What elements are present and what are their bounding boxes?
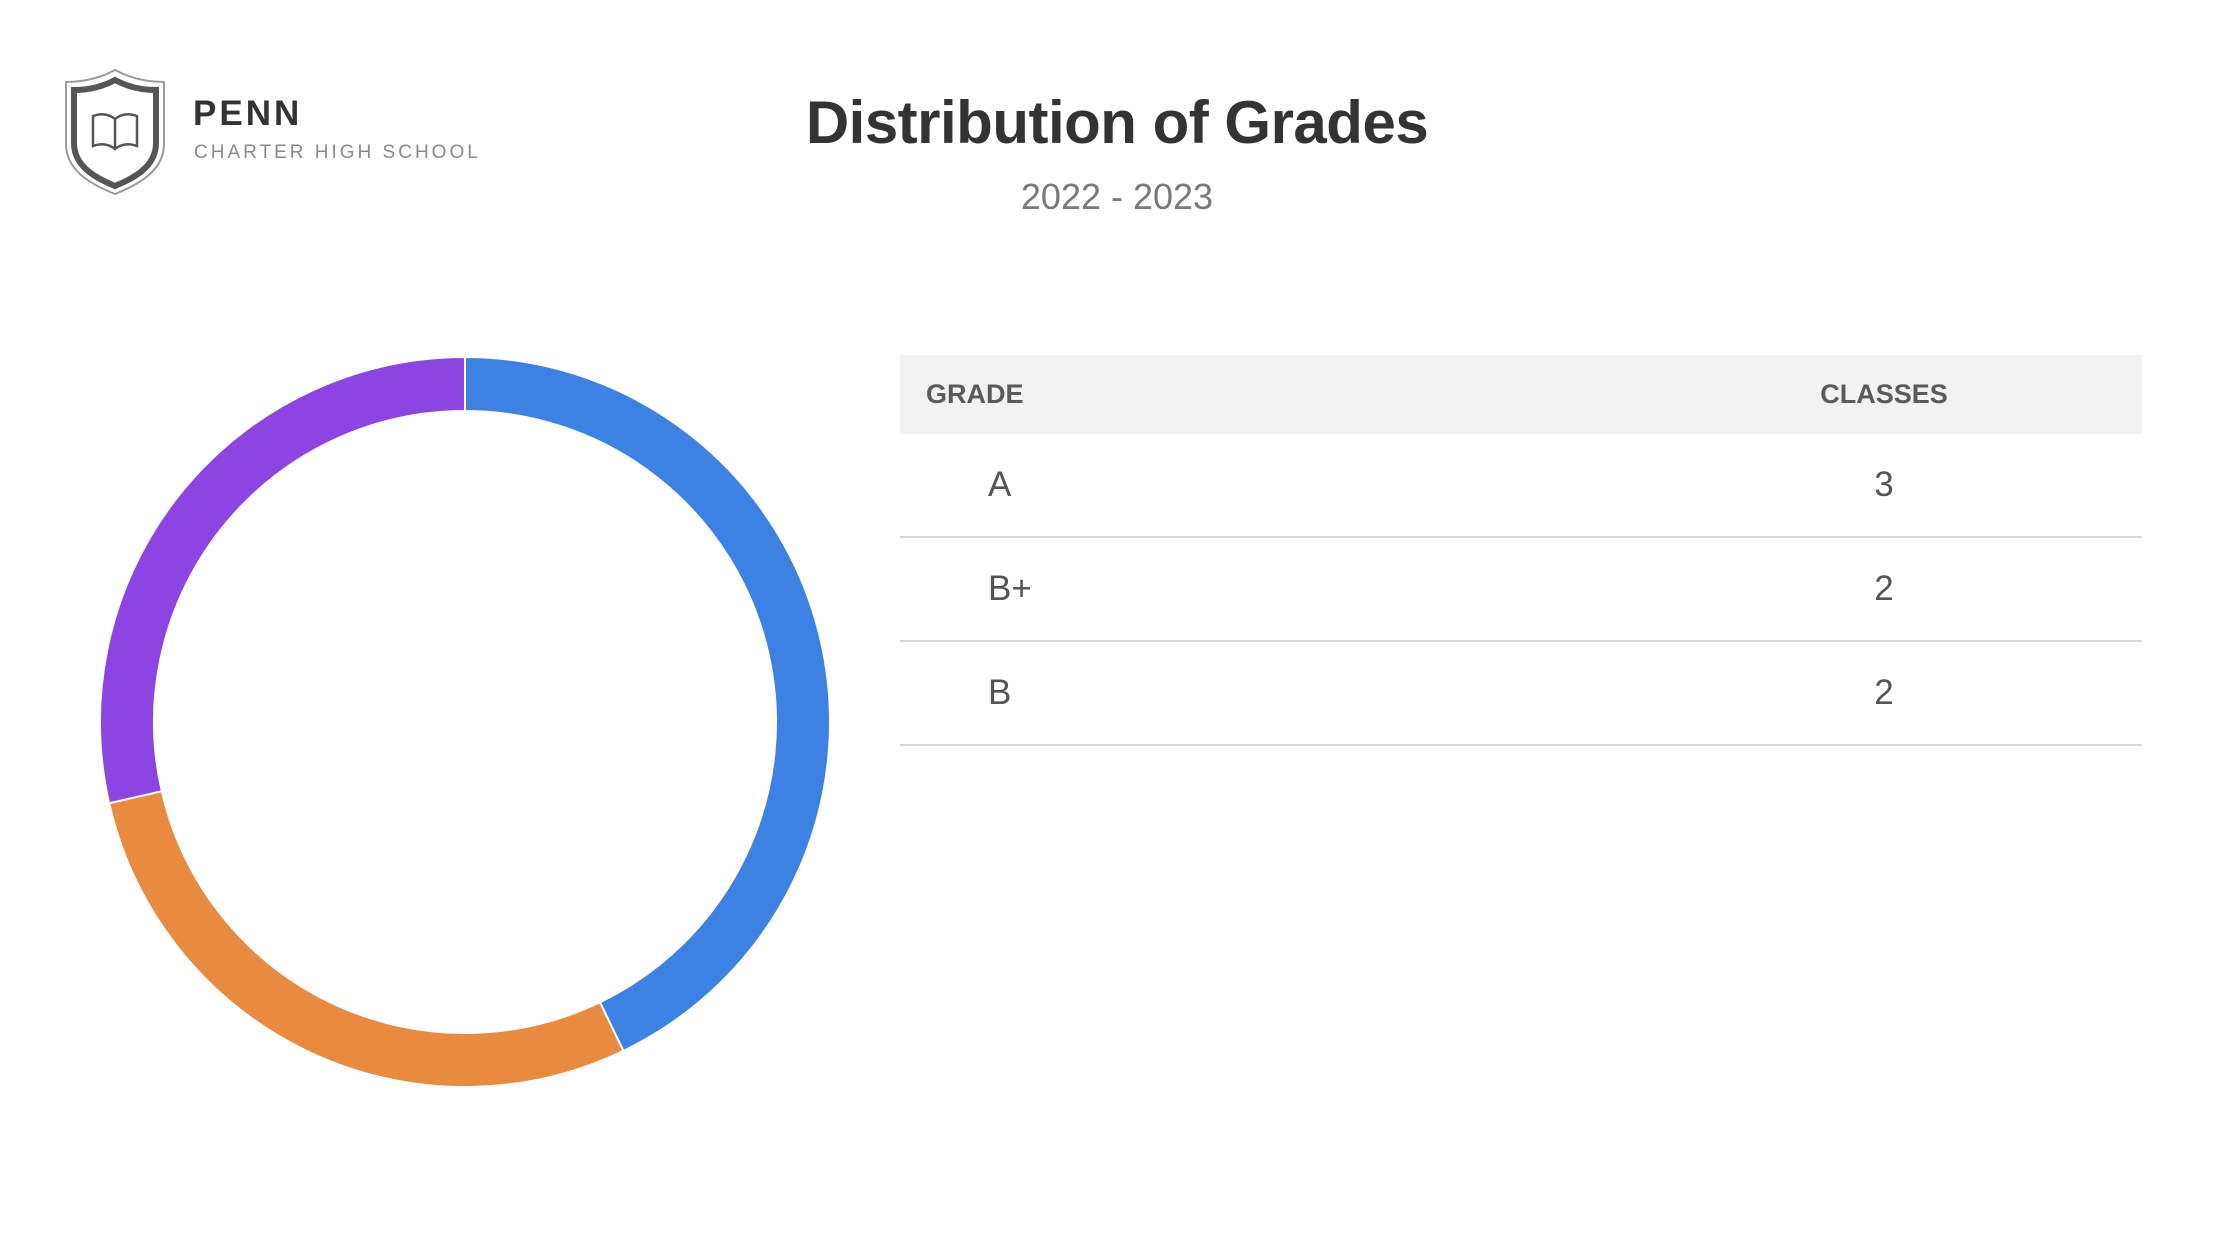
table-row: A 3	[900, 434, 2142, 538]
donut-slice-a	[464, 355, 831, 1053]
grade-cell: A	[900, 434, 1626, 538]
page-title: Distribution of Grades	[805, 89, 1429, 156]
donut-slice-b-plus	[107, 790, 625, 1088]
column-header-classes: CLASSES	[1626, 355, 2142, 434]
table-row: B+ 2	[900, 537, 2142, 642]
grade-donut-chart	[99, 355, 831, 1088]
page-subtitle: 2022 - 2023	[1020, 176, 1214, 217]
logo-name: PENN	[193, 94, 303, 133]
column-header-grade: GRADE	[900, 355, 1626, 434]
grade-cell: B+	[900, 537, 1626, 642]
table-header-row: GRADE CLASSES	[900, 355, 2142, 434]
table-row: B 2	[900, 641, 2142, 746]
logo-subtitle: CHARTER HIGH SCHOOL	[194, 142, 481, 163]
classes-cell: 2	[1626, 537, 2142, 642]
grade-cell: B	[900, 641, 1626, 746]
donut-slice-b	[99, 355, 466, 805]
shield-book-icon	[65, 68, 165, 196]
grade-table: GRADE CLASSES A 3 B+ 2 B 2	[900, 355, 2142, 746]
classes-cell: 2	[1626, 641, 2142, 746]
classes-cell: 3	[1626, 434, 2142, 538]
school-logo: PENN CHARTER HIGH SCHOOL	[60, 66, 480, 196]
